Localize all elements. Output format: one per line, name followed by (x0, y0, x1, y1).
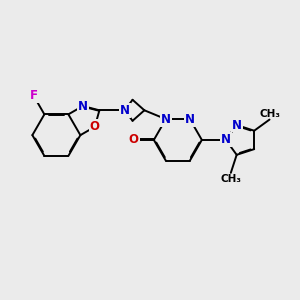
Text: F: F (30, 89, 38, 102)
Text: N: N (221, 134, 231, 146)
Text: N: N (185, 112, 195, 126)
Text: N: N (78, 100, 88, 112)
Text: O: O (90, 120, 100, 133)
Text: CH₃: CH₃ (220, 174, 241, 184)
Text: O: O (129, 134, 139, 146)
Text: CH₃: CH₃ (259, 109, 280, 119)
Text: N: N (120, 104, 130, 117)
Text: N: N (161, 112, 171, 126)
Text: N: N (221, 134, 231, 146)
Text: N: N (232, 118, 242, 131)
